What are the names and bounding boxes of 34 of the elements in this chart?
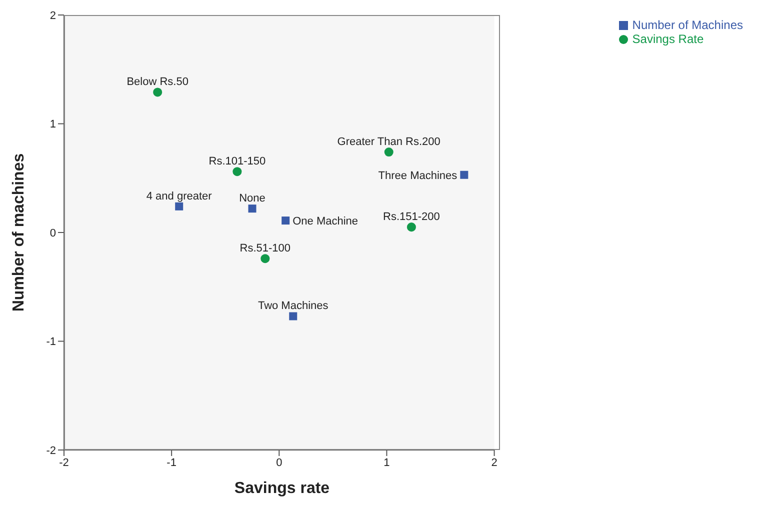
point (232, 167, 242, 176)
y-tick-label: -2 (46, 444, 56, 457)
point (153, 88, 162, 97)
annotation: None (239, 192, 266, 205)
point (384, 148, 394, 157)
annotation: Greater Than Rs.200 (337, 136, 440, 148)
point (289, 312, 298, 320)
y-tick-label: 0 (50, 227, 56, 240)
point (248, 204, 256, 213)
y-tick-label: -1 (46, 336, 56, 348)
y-tick-label: 1 (50, 118, 56, 131)
point (175, 202, 184, 210)
x-tick-label: 2 (491, 456, 498, 469)
point (460, 170, 468, 179)
legend-label: Number of Machines (632, 18, 743, 32)
annotation: Three Machines (378, 170, 458, 182)
annotation: Rs.51-100 (240, 242, 291, 255)
annotation: Two Machines (258, 300, 329, 312)
point (406, 222, 416, 232)
y-axis-title: Number of machines (10, 153, 28, 312)
x-tick-label: 1 (384, 456, 390, 469)
annotation: One Machine (292, 215, 358, 228)
point (282, 216, 290, 225)
x-tick-label: 0 (276, 456, 282, 469)
y-tick-label: 2 (50, 10, 56, 22)
annotation: Below Rs.50 (126, 76, 188, 88)
legend-label: Savings Rate (632, 32, 704, 46)
annotation: Rs.151-200 (383, 211, 440, 224)
x-axis-title: Savings rate (233, 479, 331, 499)
x-tick-label: -2 (59, 456, 69, 469)
annotation: 4 and greater (146, 190, 212, 202)
x-tick-label: -1 (166, 456, 176, 469)
point (260, 254, 270, 264)
annotation: Rs.101-150 (208, 156, 266, 168)
